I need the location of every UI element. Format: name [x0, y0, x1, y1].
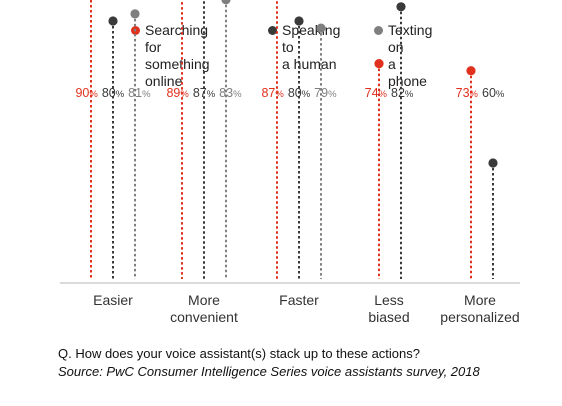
value-label-suffix: % [302, 89, 311, 100]
value-label: 83 [219, 86, 233, 100]
category-label: More [188, 292, 220, 308]
category-label: personalized [440, 309, 519, 325]
lollipop-dot [130, 9, 140, 19]
legend-label-texting: Texting on a phone [388, 22, 433, 89]
value-label-suffix: % [496, 89, 505, 100]
value-label-suffix: % [180, 89, 189, 100]
category-label: Less [374, 292, 404, 308]
value-label-suffix: % [233, 89, 242, 100]
value-label-group: 90% 80% 81% [75, 86, 151, 100]
category-label: convenient [170, 309, 238, 325]
value-label: 80 [288, 86, 302, 100]
value-label: 79 [314, 86, 328, 100]
value-label-suffix: % [328, 89, 337, 100]
value-label-group: 87% 80% 79% [261, 86, 337, 100]
chart-source: Source: PwC Consumer Intelligence Series… [58, 364, 480, 379]
value-label-group: 74% 82% [365, 86, 414, 100]
value-label-suffix: % [405, 89, 414, 100]
lollipop-dot [488, 158, 498, 168]
value-label-suffix: % [207, 89, 216, 100]
category-label: biased [368, 309, 409, 325]
lollipop-dot [108, 16, 118, 26]
lollipop-dot [374, 59, 384, 69]
value-label: 87 [193, 86, 207, 100]
lollipop-dot [221, 0, 231, 5]
value-label-suffix: % [470, 89, 479, 100]
lollipop-dot [396, 2, 406, 12]
value-label: 90 [75, 86, 89, 100]
value-label: 89 [166, 86, 180, 100]
value-label-group: 89% 87% 83% [166, 86, 242, 100]
category-label: Faster [279, 292, 319, 308]
value-label-group: 73% 60% [456, 86, 505, 100]
category-label: Easier [93, 292, 133, 308]
value-label: 80 [102, 86, 116, 100]
value-label: 81 [128, 86, 142, 100]
lollipop-dot [316, 23, 326, 33]
legend-dot-speaking [268, 26, 277, 35]
value-label: 73 [456, 86, 470, 100]
value-label: 87 [261, 86, 275, 100]
value-label-suffix: % [142, 89, 151, 100]
lollipop-dot [294, 16, 304, 26]
value-label: 74 [365, 86, 379, 100]
value-label-suffix: % [116, 89, 125, 100]
value-label-suffix: % [275, 89, 284, 100]
legend-label-searching: Searching for something online [145, 22, 210, 89]
value-label-suffix: % [89, 89, 98, 100]
value-label: 82 [391, 86, 405, 100]
survey-question: Q. How does your voice assistant(s) stac… [58, 346, 421, 361]
legend-dot-texting [374, 26, 383, 35]
lollipop-dot [466, 66, 476, 76]
value-label: 60 [482, 86, 496, 100]
category-label: More [464, 292, 496, 308]
legend-label-speaking: Speaking to a human [282, 22, 341, 72]
value-label-suffix: % [379, 89, 388, 100]
